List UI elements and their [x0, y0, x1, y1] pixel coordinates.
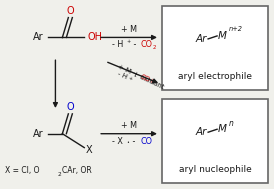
Text: O: O: [67, 102, 74, 112]
Text: X: X: [86, 145, 93, 155]
Text: +: +: [126, 39, 130, 44]
Text: Ar: Ar: [33, 129, 44, 139]
Text: Ar: Ar: [196, 127, 207, 137]
Text: - H: - H: [112, 40, 123, 49]
Text: -: -: [131, 40, 139, 49]
Text: Ar: Ar: [196, 34, 207, 44]
FancyBboxPatch shape: [162, 99, 268, 183]
Text: + M + oxidant: + M + oxidant: [117, 64, 165, 90]
Text: 2: 2: [58, 172, 61, 177]
Text: OH: OH: [88, 33, 103, 42]
Text: - H: - H: [116, 70, 128, 80]
Text: + M: + M: [121, 121, 137, 130]
Text: aryl nucleophile: aryl nucleophile: [179, 165, 252, 174]
Text: -: -: [130, 137, 138, 146]
Text: M: M: [218, 31, 227, 41]
Text: -: -: [131, 72, 140, 80]
Text: 2: 2: [153, 45, 156, 50]
FancyBboxPatch shape: [162, 6, 268, 90]
Text: CO: CO: [139, 73, 151, 83]
Text: n+2: n+2: [229, 26, 243, 32]
Text: •: •: [126, 140, 129, 145]
Text: +: +: [127, 75, 133, 81]
Text: + M: + M: [121, 25, 137, 34]
Text: O: O: [67, 6, 74, 16]
Text: CAr, OR: CAr, OR: [62, 166, 92, 175]
Text: n: n: [229, 119, 234, 128]
Text: 2: 2: [149, 78, 154, 84]
Text: M: M: [218, 124, 227, 134]
Text: X = Cl, O: X = Cl, O: [5, 166, 39, 175]
Text: CO: CO: [141, 40, 153, 49]
Text: aryl electrophile: aryl electrophile: [178, 72, 252, 81]
Text: CO: CO: [141, 137, 153, 146]
Text: - X: - X: [112, 137, 123, 146]
Text: Ar: Ar: [33, 33, 44, 42]
